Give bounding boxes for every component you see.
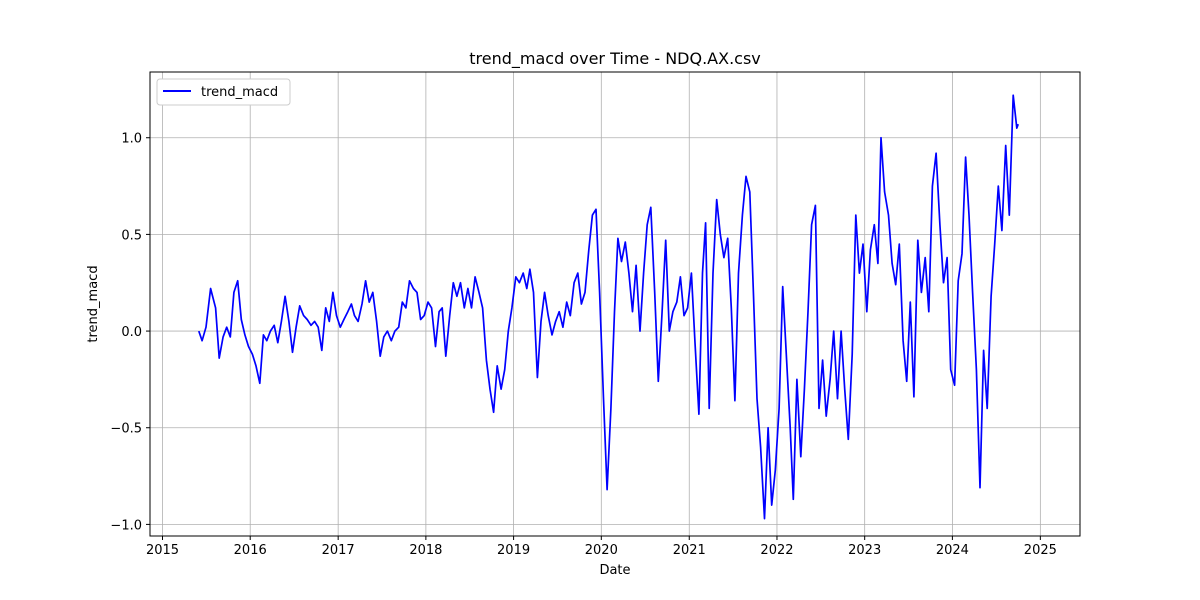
x-tick-label: 2021 [673,543,706,558]
y-tick-label: −0.5 [110,422,142,437]
x-tick-label: 2023 [848,543,881,558]
x-tick-label: 2020 [585,543,618,558]
y-tick-label: 0.5 [121,228,142,243]
x-tick-label: 2022 [760,543,793,558]
y-tick-label: 1.0 [121,132,142,147]
y-tick-label: −1.0 [110,518,142,533]
x-tick-label: 2015 [146,543,179,558]
x-tick-label: 2016 [234,543,267,558]
chart-title: trend_macd over Time - NDQ.AX.csv [469,49,761,69]
series-layer [197,94,1020,520]
y-axis: −1.0 −0.5 0.0 0.5 1.0 [110,132,150,533]
x-tick-label: 2019 [497,543,530,558]
legend: trend_macd [156,78,291,106]
y-tick-label: 0.0 [121,325,142,340]
x-axis: 2015 2016 2017 2018 2019 2020 2021 2022 2023 2024… [146,536,1057,558]
x-tick-label: 2024 [936,543,969,558]
legend-label: trend_macd [201,85,278,100]
x-tick-label: 2025 [1024,543,1057,558]
plot-area-frame [149,71,1081,537]
x-axis-label: Date [599,563,630,578]
series-line-trend_macd [197,94,1020,520]
legend-box [156,78,291,106]
x-tick-label: 2018 [409,543,442,558]
x-tick-label: 2017 [322,543,355,558]
y-axis-label: trend_macd [86,265,101,342]
grid [150,72,1080,536]
